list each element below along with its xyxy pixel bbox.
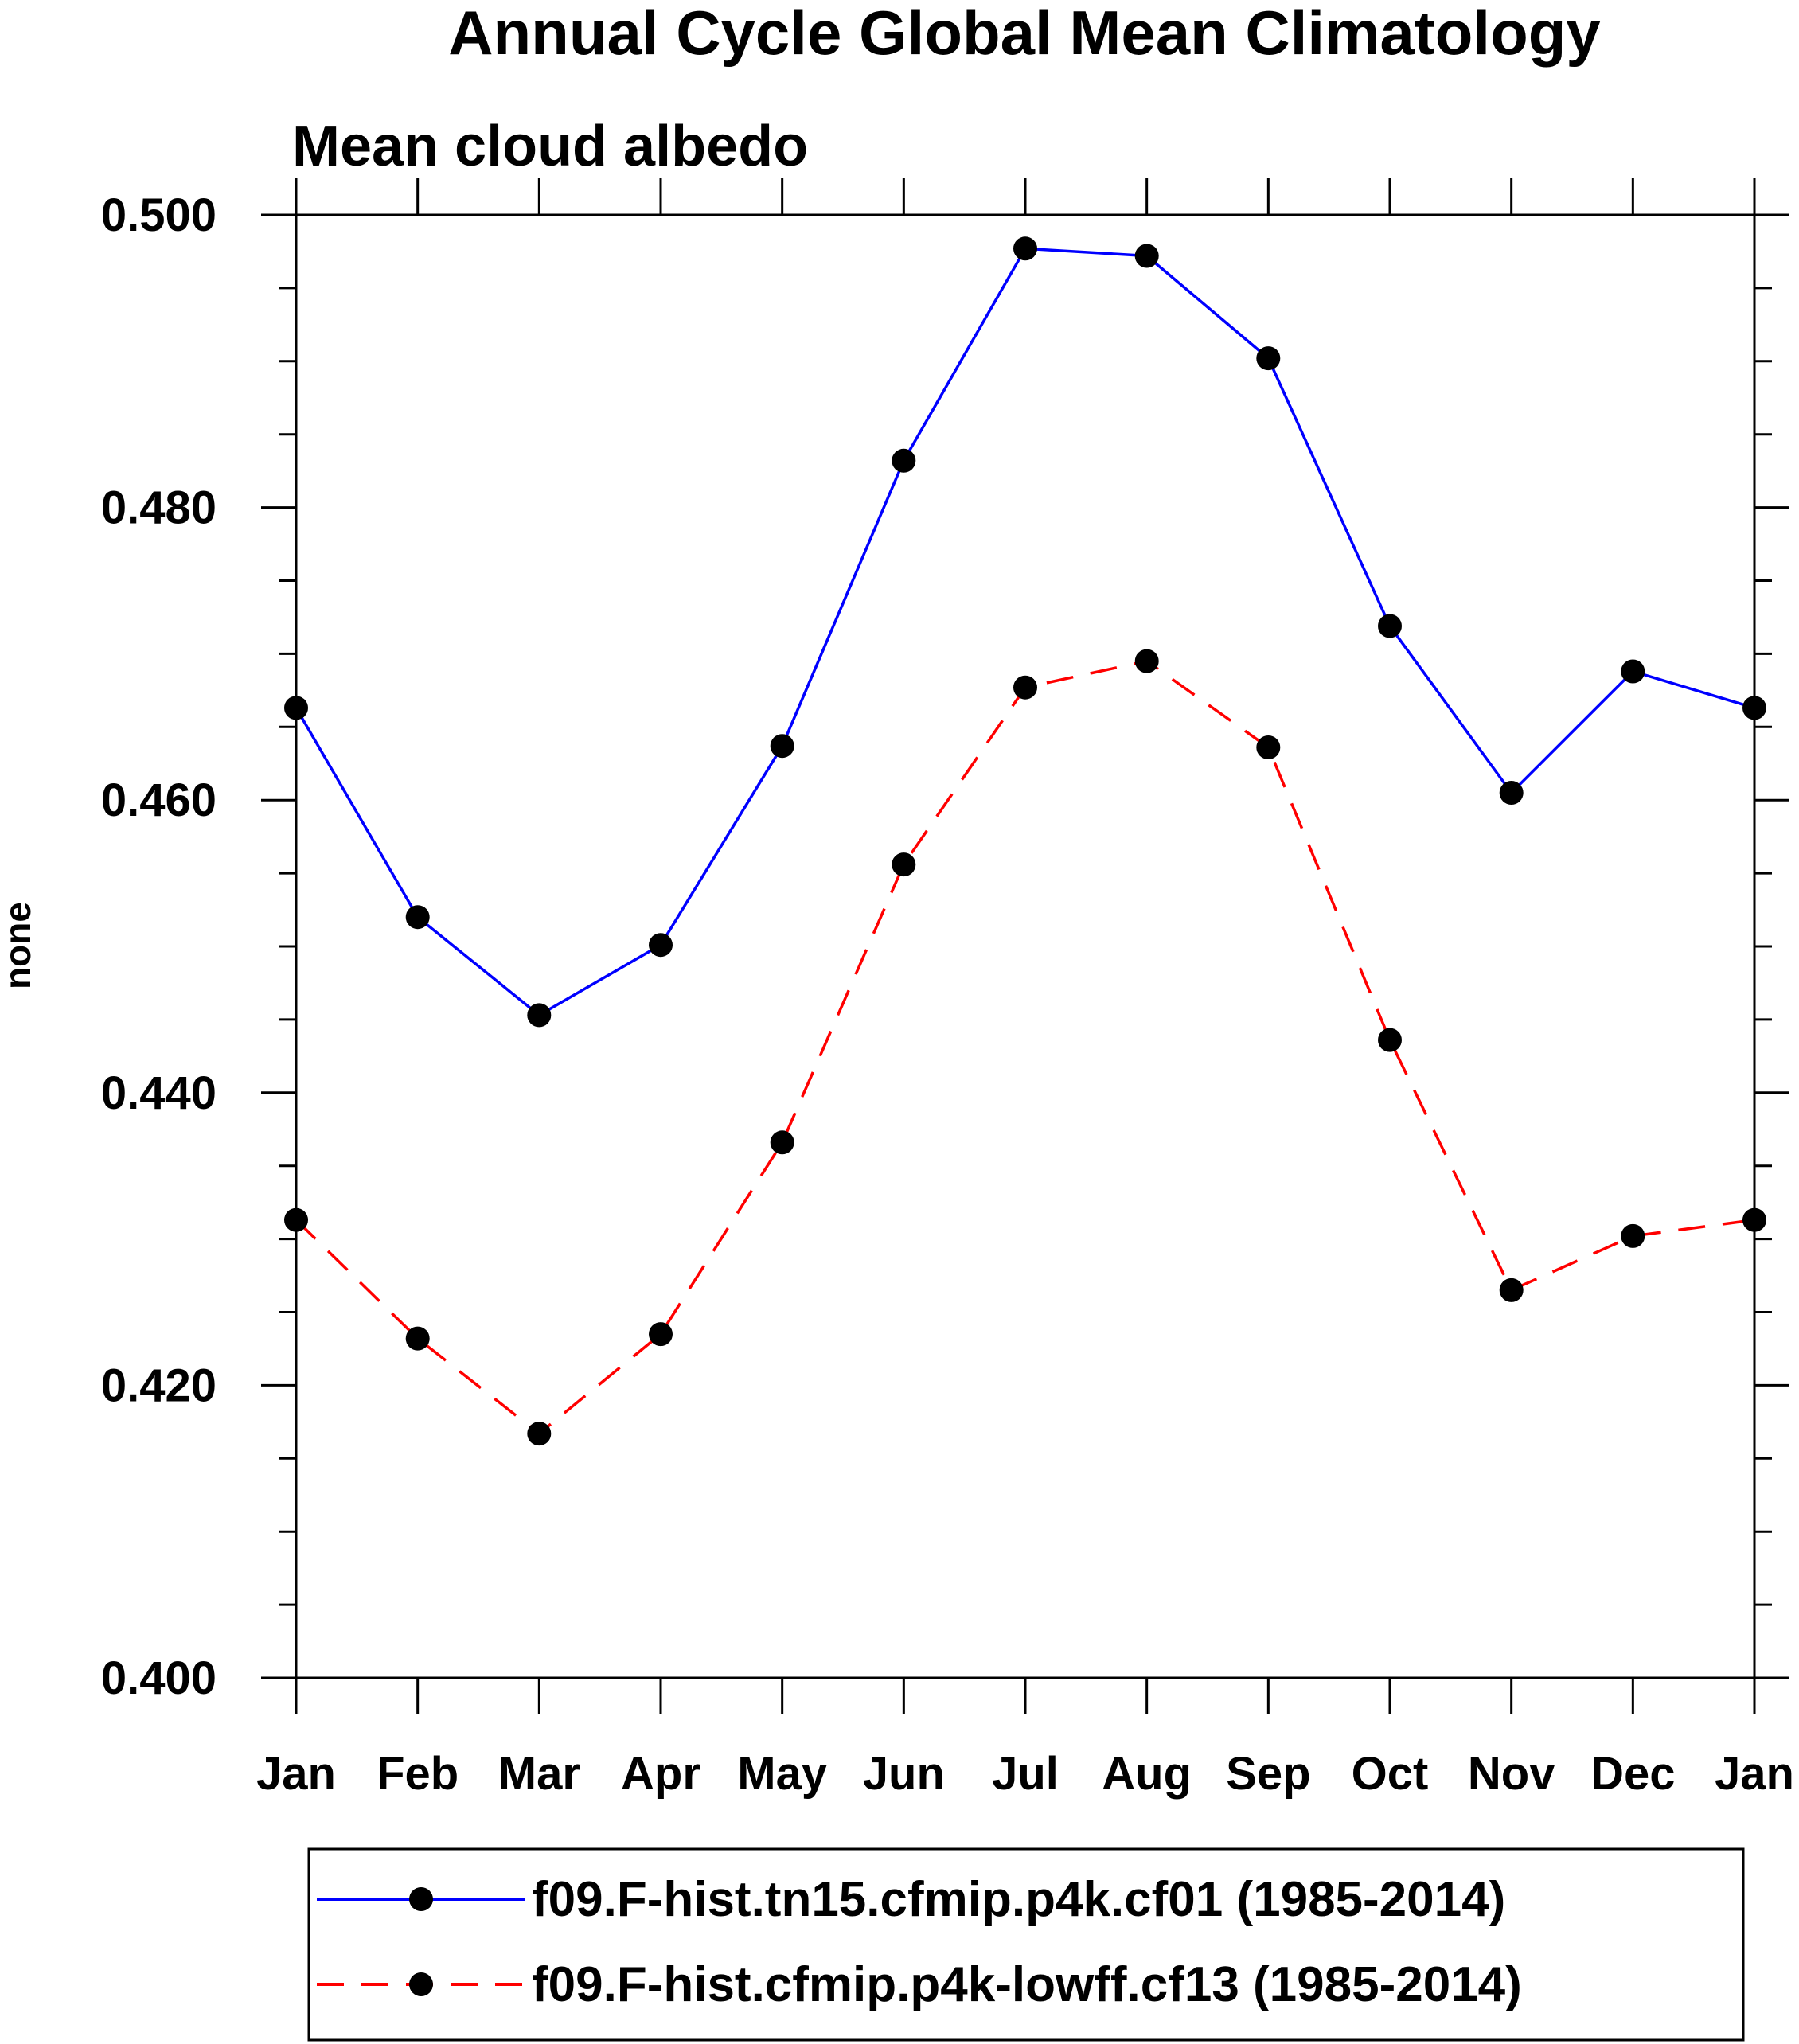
series-1-point — [1013, 236, 1037, 261]
series-2-line — [295, 659, 1755, 1436]
series-2-point — [649, 1322, 673, 1347]
legend-label-series-1: f09.F-hist.tn15.cfmip.p4k.cf01 (1985-201… — [532, 1872, 1505, 1927]
chart-title: Annual Cycle Global Mean Climatology — [448, 0, 1601, 68]
x-tick-label: Jan — [1715, 1748, 1794, 1800]
x-tick-label: Jan — [256, 1748, 336, 1800]
legend-marker-series-2 — [409, 1972, 433, 1996]
y-tick-label: 0.440 — [101, 1067, 217, 1119]
series-2-point — [1013, 675, 1037, 700]
legend: f09.F-hist.tn15.cfmip.p4k.cf01 (1985-201… — [307, 1847, 1745, 2042]
series-1-line — [295, 247, 1755, 1017]
y-axis-title: none — [0, 902, 38, 989]
series-layer — [284, 236, 1766, 1446]
series-1-point — [527, 1003, 552, 1028]
legend-marker-series-1 — [409, 1887, 433, 1911]
series-1-point — [1378, 614, 1402, 638]
series-1-point — [1134, 244, 1159, 268]
series-1-point — [1621, 659, 1645, 684]
x-tick-label: Aug — [1102, 1748, 1192, 1800]
x-tick-label: Jul — [992, 1748, 1059, 1800]
x-tick-label: May — [737, 1748, 827, 1800]
x-tick-label: Feb — [377, 1748, 459, 1800]
series-2-point — [892, 852, 916, 877]
x-tick-label: Oct — [1352, 1748, 1429, 1800]
series-1-point — [770, 734, 794, 759]
y-tick-label: 0.400 — [101, 1652, 217, 1704]
series-2-point — [770, 1130, 794, 1155]
ticks-layer — [261, 178, 1789, 1714]
plot-frame — [295, 213, 1756, 1679]
x-tick-label: Dec — [1590, 1748, 1675, 1800]
x-tick-label: Apr — [621, 1748, 700, 1800]
series-2-point — [1499, 1278, 1524, 1302]
y-axis-labels: 0.400 0.420 0.440 0.460 0.480 0.500 — [101, 189, 217, 1704]
legend-box — [307, 1847, 1745, 2042]
series-2-point — [527, 1422, 552, 1446]
series-2-point — [1378, 1028, 1402, 1052]
x-tick-label: Jun — [863, 1748, 945, 1800]
x-tick-label: Mar — [498, 1748, 580, 1800]
series-1-point — [892, 448, 916, 473]
y-tick-label: 0.420 — [101, 1359, 217, 1411]
y-tick-label: 0.480 — [101, 482, 217, 534]
series-2-point — [1256, 735, 1281, 759]
y-tick-label: 0.500 — [101, 189, 217, 241]
chart-subtitle: Mean cloud albedo — [292, 115, 808, 178]
x-axis-labels: Jan Feb Mar Apr May Jun Jul Aug Sep Oct Nov Dec Jan — [256, 1748, 1794, 1800]
series-2-point — [1134, 649, 1159, 673]
series-1-point — [405, 905, 430, 930]
series-2-point — [405, 1326, 430, 1351]
series-1-point — [1499, 781, 1524, 805]
x-tick-label: Nov — [1468, 1748, 1555, 1800]
x-tick-label: Sep — [1226, 1748, 1310, 1800]
series-1-point — [649, 933, 673, 958]
y-tick-label: 0.460 — [101, 774, 217, 826]
series-1-point — [1256, 346, 1281, 371]
series-2-point — [1621, 1223, 1645, 1248]
legend-label-series-2: f09.F-hist.cfmip.p4k-lowff.cf13 (1985-20… — [532, 1957, 1522, 2012]
